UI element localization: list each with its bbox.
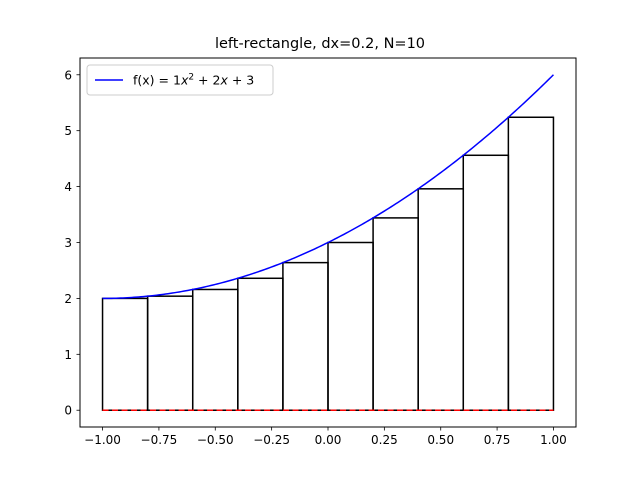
riemann-rectangle-5	[282, 261, 329, 411]
y-tick-label: 0	[64, 404, 72, 418]
legend-label-var2: x	[219, 73, 228, 88]
x-tick-label: −0.50	[197, 433, 234, 447]
legend-label-end: + 3	[228, 73, 254, 88]
x-tick-label: −1.00	[84, 433, 121, 447]
riemann-rectangle-7	[372, 217, 419, 411]
legend-label-prefix: f(x) = 1	[133, 73, 181, 88]
y-tick-label: 5	[64, 124, 72, 138]
y-tick-label: 3	[64, 236, 72, 250]
riemann-rectangle-1	[101, 297, 149, 411]
chart-title: left-rectangle, dx=0.2, N=10	[215, 36, 425, 52]
riemann-rectangle-8	[417, 188, 465, 411]
plot-area	[101, 74, 555, 411]
legend-label: f(x) = 1x2 + 2x + 3	[133, 73, 254, 88]
x-tick-label: 0.50	[427, 433, 454, 447]
x-tick-label: 0.00	[315, 433, 342, 447]
legend-label-exponent: 2	[188, 73, 194, 83]
function-curve	[102, 74, 554, 300]
y-tick-label: 1	[64, 348, 72, 362]
riemann-rectangle-2	[146, 295, 194, 411]
x-tick-label: −0.25	[253, 433, 290, 447]
y-tick-label: 4	[64, 180, 72, 194]
riemann-rectangle-4	[237, 277, 284, 411]
legend-label-var: x	[180, 73, 189, 88]
y-tick-label: 6	[64, 68, 72, 82]
axes: −1.00 −0.75 −0.50 −0.25 0.00 0.25 0.50 0.75 1.00…	[64, 57, 577, 447]
x-tick-label: 0.25	[371, 433, 398, 447]
x-tick-label: 1.00	[540, 433, 567, 447]
legend-label-middle: + 2	[194, 73, 220, 88]
y-tick-label: 2	[64, 292, 72, 306]
riemann-rectangle-10	[507, 116, 555, 411]
riemann-rectangle-3	[191, 288, 239, 411]
x-tick-label: −0.75	[141, 433, 178, 447]
x-tick-label: 0.75	[484, 433, 511, 447]
legend: f(x) = 1x2 + 2x + 3	[86, 64, 274, 96]
riemann-rectangle-9	[462, 154, 510, 411]
riemann-rectangle-6	[327, 241, 374, 411]
legend-box	[86, 64, 274, 96]
